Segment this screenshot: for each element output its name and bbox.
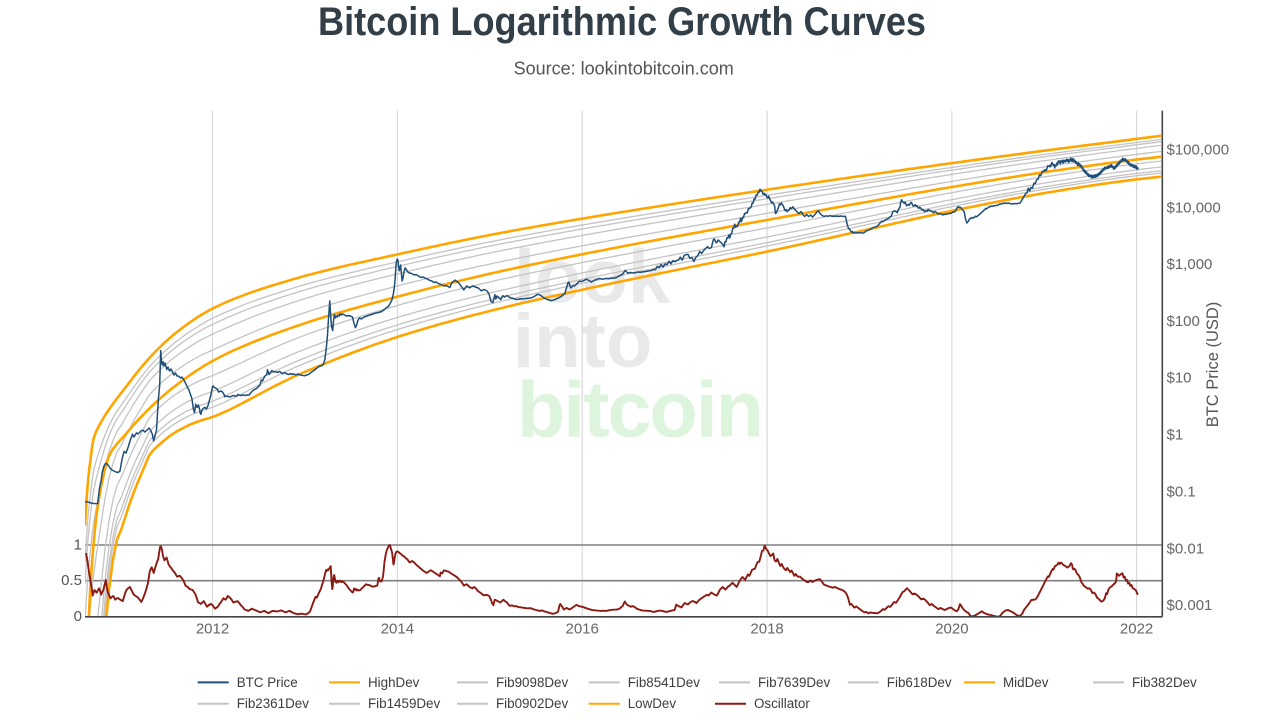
svg-text:HighDev: HighDev [368,675,420,690]
svg-text:2018: 2018 [750,621,783,638]
svg-text:2014: 2014 [381,621,414,638]
svg-text:$0.001: $0.001 [1167,597,1213,614]
svg-text:$1,000: $1,000 [1167,256,1213,273]
svg-text:$1: $1 [1167,426,1184,443]
svg-text:$0.1: $0.1 [1167,483,1196,500]
svg-text:Fib1459Dev: Fib1459Dev [368,696,441,711]
svg-text:2016: 2016 [566,621,599,638]
svg-text:$0.01: $0.01 [1167,540,1205,557]
svg-text:BTC Price: BTC Price [237,675,298,690]
svg-text:Fib382Dev: Fib382Dev [1132,675,1197,690]
svg-text:Fib0902Dev: Fib0902Dev [496,696,569,711]
svg-text:Oscillator: Oscillator [754,696,810,711]
svg-text:0.5: 0.5 [61,572,82,589]
svg-text:MidDev: MidDev [1003,675,1049,690]
svg-text:Source: lookintobitcoin.com: Source: lookintobitcoin.com [514,59,734,79]
svg-text:Fib618Dev: Fib618Dev [887,675,952,690]
svg-text:Fib2361Dev: Fib2361Dev [237,696,310,711]
svg-text:0: 0 [74,608,82,625]
svg-text:$10,000: $10,000 [1167,199,1221,216]
svg-text:Fib7639Dev: Fib7639Dev [758,675,831,690]
svg-text:$100: $100 [1167,313,1200,330]
svg-text:BTC Price (USD): BTC Price (USD) [1204,302,1222,428]
svg-text:LowDev: LowDev [628,696,677,711]
svg-text:$10: $10 [1167,370,1192,387]
svg-text:$100,000: $100,000 [1167,141,1230,158]
svg-text:Bitcoin Logarithmic Growth Cur: Bitcoin Logarithmic Growth Curves [318,0,926,44]
svg-text:2020: 2020 [935,621,968,638]
svg-text:Fib9098Dev: Fib9098Dev [496,675,569,690]
svg-text:bitcoin: bitcoin [517,365,762,454]
svg-text:1: 1 [74,537,82,554]
svg-text:2022: 2022 [1120,621,1153,638]
svg-text:2012: 2012 [196,621,229,638]
svg-text:Fib8541Dev: Fib8541Dev [628,675,701,690]
